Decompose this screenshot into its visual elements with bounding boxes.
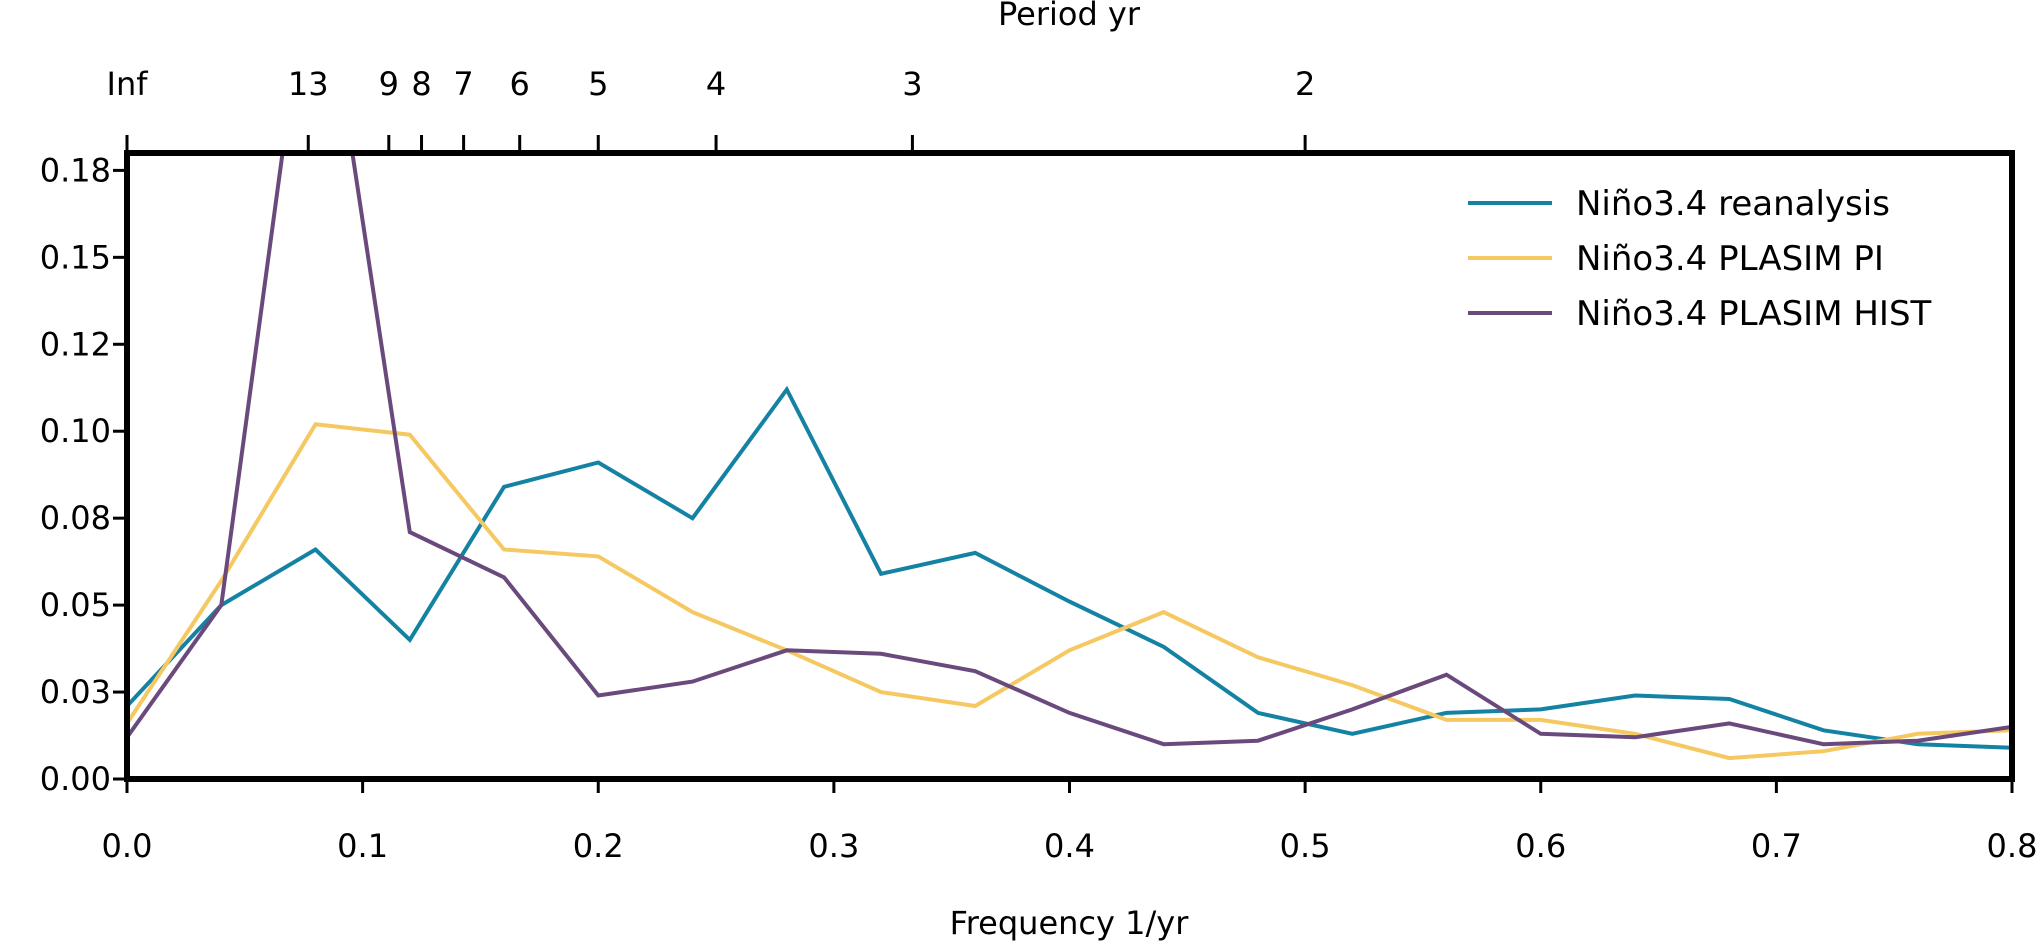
- series-line-2: [127, 153, 2012, 747]
- x-tick-label: 0.4: [1044, 827, 1095, 865]
- top-tick-label: 5: [588, 65, 608, 103]
- axes-ticks: 0.0 0.1 0.2 0.3 0.4 0.5 0.6 0.7 0.8 0.00 0.03 0.05 0…: [40, 65, 2037, 865]
- x-tick-label: 0.2: [573, 827, 624, 865]
- top-tick-label: 6: [510, 65, 530, 103]
- legend: Niño3.4 reanalysis Niño3.4 PLASIM PI Niño3…: [1468, 184, 1932, 334]
- x-axis-title: Frequency 1/yr: [950, 904, 1190, 942]
- y-tick-label: 0.12: [40, 325, 111, 363]
- x-tick-label: 0.3: [808, 827, 859, 865]
- top-axis-title: Period yr: [998, 0, 1141, 33]
- y-tick-label: 0.03: [40, 673, 111, 711]
- top-tick-label: Inf: [107, 65, 149, 103]
- legend-label: Niño3.4 reanalysis: [1576, 184, 1890, 224]
- y-tick-label: 0.18: [40, 151, 111, 189]
- top-tick-label: 2: [1295, 65, 1315, 103]
- series-line-1: [127, 422, 2012, 761]
- top-tick-label: 4: [706, 65, 726, 103]
- series-lines: [127, 153, 2012, 761]
- legend-label: Niño3.4 PLASIM HIST: [1576, 294, 1932, 334]
- x-tick-label: 0.6: [1515, 827, 1566, 865]
- y-tick-label: 0.00: [40, 760, 111, 798]
- y-tick-label: 0.05: [40, 586, 111, 624]
- x-tick-label: 0.8: [1987, 827, 2037, 865]
- top-tick-label: 9: [379, 65, 399, 103]
- top-tick-label: 3: [902, 65, 922, 103]
- series-line-0: [127, 385, 2012, 750]
- y-tick-label: 0.15: [40, 238, 111, 276]
- y-tick-label: 0.08: [40, 499, 111, 537]
- top-tick-label: 7: [453, 65, 473, 103]
- y-tick-label: 0.10: [40, 412, 111, 450]
- x-tick-label: 0.0: [102, 827, 153, 865]
- x-tick-label: 0.5: [1280, 827, 1331, 865]
- legend-label: Niño3.4 PLASIM PI: [1576, 239, 1884, 279]
- top-tick-label: 13: [288, 65, 329, 103]
- plot-frame: [124, 150, 2015, 782]
- x-tick-label: 0.1: [337, 827, 388, 865]
- x-tick-label: 0.7: [1751, 827, 1802, 865]
- top-tick-label: 8: [411, 65, 431, 103]
